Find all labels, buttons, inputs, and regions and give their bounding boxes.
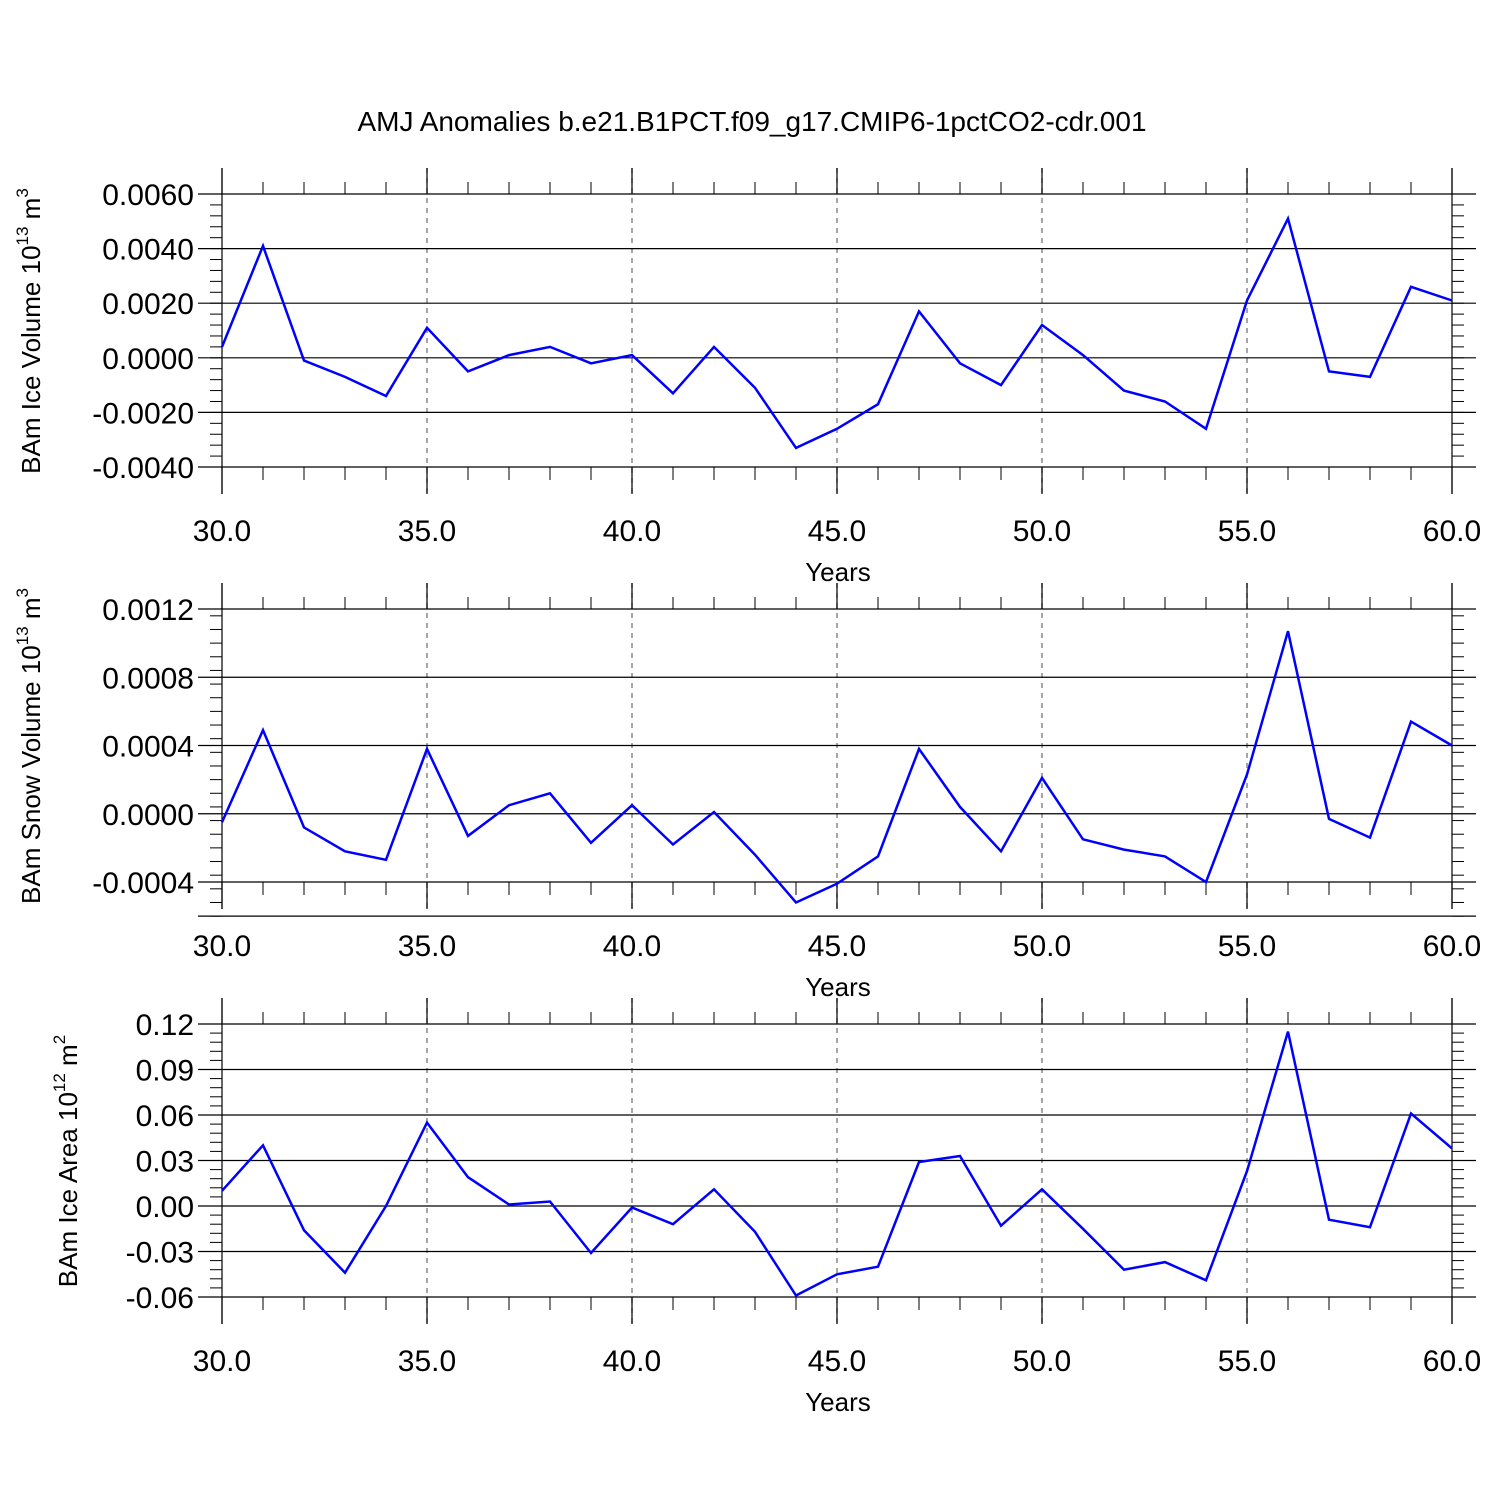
x-axis-label: Years: [805, 972, 871, 1002]
figure-title: AMJ Anomalies b.e21.B1PCT.f09_g17.CMIP6-…: [357, 106, 1146, 137]
x-tick-label: 35.0: [398, 930, 456, 963]
x-tick-label: 30.0: [193, 515, 251, 548]
y-axis-label-unit-exp: 3: [13, 188, 32, 197]
x-axis-label: Years: [805, 557, 871, 587]
y-axis-label-text: BAm Ice Area 10: [53, 1092, 83, 1287]
x-tick-label: 45.0: [808, 930, 866, 963]
x-tick-label: 45.0: [808, 515, 866, 548]
x-tick-label: 35.0: [398, 515, 456, 548]
y-tick-label: 0.00: [136, 1191, 194, 1224]
y-tick-label: 0.0012: [102, 594, 194, 627]
x-tick-label: 40.0: [603, 1345, 661, 1378]
x-tick-label: 50.0: [1013, 930, 1071, 963]
y-tick-label: 0.0000: [102, 799, 194, 832]
y-tick-label: -0.0040: [92, 452, 194, 485]
y-tick-label: -0.06: [126, 1282, 194, 1315]
x-tick-label: 30.0: [193, 1345, 251, 1378]
x-tick-label: 40.0: [603, 515, 661, 548]
y-axis-label-unit-exp: 3: [13, 588, 32, 597]
series-line-ice-area: [221, 1031, 1453, 1298]
panels: -0.0040-0.00200.00000.00200.00400.006030…: [13, 168, 1481, 1417]
y-axis-label-text: BAm Snow Volume 10: [16, 645, 46, 904]
y-axis-label-exp: 13: [13, 227, 32, 246]
y-tick-label: -0.03: [126, 1237, 194, 1270]
y-axis-label-unit-exp: 2: [50, 1035, 69, 1044]
y-axis-label-unit: m: [16, 597, 46, 626]
x-tick-label: 50.0: [1013, 1345, 1071, 1378]
x-tick-label: 55.0: [1218, 1345, 1276, 1378]
y-tick-label: 0.03: [136, 1146, 194, 1179]
y-tick-label: 0.0008: [102, 662, 194, 695]
series-line-ice-volume: [220, 215, 1453, 450]
x-tick-label: 35.0: [398, 1345, 456, 1378]
y-tick-label: -0.0020: [92, 397, 194, 430]
y-tick-label: -0.0004: [92, 867, 194, 900]
y-tick-label: 0.06: [136, 1100, 194, 1133]
y-tick-label: 0.0000: [102, 343, 194, 376]
x-tick-label: 40.0: [603, 930, 661, 963]
panel-snow-volume: -0.0004 0.0000 0.0004 0.0008 0.0012 30.0 35.0 4…: [13, 583, 1481, 1002]
x-axis-label: Years: [805, 1387, 871, 1417]
y-axis-label-unit: m: [53, 1044, 83, 1073]
x-tick-label: 50.0: [1013, 515, 1071, 548]
x-tick-label: 55.0: [1218, 515, 1276, 548]
x-tick-label: 45.0: [808, 1345, 866, 1378]
y-axis-label-exp: 13: [13, 626, 32, 645]
panel-ice-volume: -0.0040 -0.0020 0.0000 0.0020 0.0040 0.0060 30…: [13, 168, 1481, 587]
x-tick-label: 55.0: [1218, 930, 1276, 963]
x-tick-label: 60.0: [1423, 1345, 1481, 1378]
y-tick-label: 0.0040: [102, 234, 194, 267]
y-tick-label: 0.12: [136, 1009, 194, 1042]
y-tick-label: 0.0004: [102, 731, 194, 764]
y-axis-label-unit: m: [16, 198, 46, 227]
x-tick-label: 30.0: [193, 930, 251, 963]
x-tick-label: 60.0: [1423, 515, 1481, 548]
y-axis-label-text: BAm Ice Volume 10: [16, 245, 46, 473]
panel-ice-area: -0.06 -0.03 0.00 0.03 0.06 0.09 0.12 30.0 35.0 40…: [50, 998, 1481, 1417]
x-tick-label: 60.0: [1423, 930, 1481, 963]
y-axis-label: BAm Ice Area 1012 m2: [50, 1035, 83, 1287]
y-tick-label: 0.0020: [102, 288, 194, 321]
y-axis-label: BAm Snow Volume 1013 m3: [13, 588, 46, 904]
y-axis-label: BAm Ice Volume 1013 m3: [13, 188, 46, 474]
y-tick-label: 0.09: [136, 1055, 194, 1088]
y-axis-label-exp: 12: [50, 1073, 69, 1092]
y-tick-label: 0.0060: [102, 179, 194, 212]
